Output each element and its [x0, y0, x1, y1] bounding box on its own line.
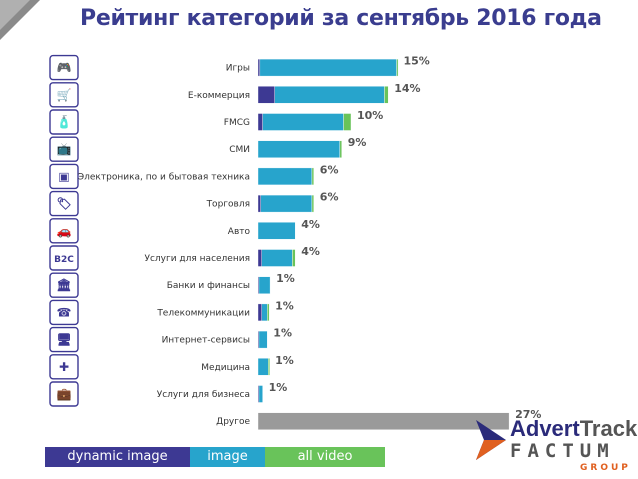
- briefcase-icon: 💼: [57, 387, 72, 401]
- bar-segment: [257, 249, 262, 267]
- category-label: Медицина: [201, 363, 250, 373]
- fmcg-products-icon-frame: [49, 109, 79, 135]
- shopping-cart-icon-frame: [49, 82, 79, 108]
- value-label: 1%: [273, 327, 292, 340]
- category-label: Банки и финансы: [167, 281, 250, 291]
- bar-segment: [396, 58, 399, 77]
- corner-decoration-inner: [0, 0, 30, 30]
- value-label: 15%: [404, 55, 430, 68]
- bar-segment: [257, 58, 261, 77]
- legend: dynamic image image all video: [45, 447, 385, 467]
- bar-segment: [258, 385, 263, 403]
- price-tag-icon: 🏷: [56, 197, 71, 211]
- logo-advert-track: AdvertTrack: [510, 416, 637, 442]
- bar-segment: [261, 249, 293, 267]
- bar-segment: [257, 113, 263, 131]
- bar-segment: [257, 167, 313, 186]
- bar-segment: [339, 140, 342, 158]
- category-label: Услуги для бизнеса: [157, 390, 250, 400]
- logo-group: GROUP: [580, 463, 631, 473]
- logo-mark-icon: [476, 420, 506, 460]
- bar-segment: [267, 303, 270, 322]
- bar-segment: [257, 412, 510, 430]
- price-tag-icon-frame: [49, 190, 79, 217]
- value-label: 14%: [394, 82, 420, 95]
- bar-segment: [257, 140, 341, 158]
- bar-segment: [257, 303, 262, 322]
- logo-track: Track: [579, 416, 638, 441]
- bar-segment: [258, 276, 271, 294]
- bar-chart: 🎮 Игры 15% 🛒 E-коммерция 14% 🧴 FMCG 10% 📺 СМИ 9% ▣ Эл…: [49, 54, 541, 430]
- gamepad-icon: 🎮: [57, 61, 72, 75]
- tv-icon: 📺: [57, 142, 72, 156]
- shopping-cart-icon: 🛒: [57, 88, 72, 102]
- logo-factum: FACTUM: [510, 440, 615, 462]
- gamepad-icon-frame: [49, 54, 79, 81]
- value-label: 10%: [357, 109, 383, 122]
- bank-icon-frame: [49, 272, 79, 298]
- fmcg-products-icon: 🧴: [57, 115, 72, 129]
- bar-segment: [311, 167, 315, 186]
- value-label: 1%: [269, 381, 288, 394]
- category-label: Игры: [226, 64, 250, 74]
- legend-dynamic-image: dynamic image: [45, 447, 190, 467]
- bar-segment: [259, 58, 397, 77]
- bar-segment: [292, 249, 296, 267]
- bar-segment: [262, 113, 344, 131]
- category-label: Услуги для населения: [144, 254, 250, 264]
- car-icon: 🚗: [57, 224, 72, 238]
- value-label: 1%: [276, 272, 295, 285]
- category-label: Другое: [216, 417, 250, 427]
- category-label: Интернет-сервисы: [162, 336, 250, 346]
- car-icon-frame: [49, 218, 79, 244]
- b2c-icon-frame: [49, 245, 79, 271]
- value-label: 4%: [301, 245, 320, 258]
- monitor-icon: 🖥: [56, 333, 71, 347]
- category-label: Торговля: [206, 200, 250, 210]
- legend-all-video: all video: [265, 447, 385, 467]
- tv-icon-frame: [49, 136, 79, 162]
- phone-icon: ☎: [57, 305, 72, 319]
- medical-icon: ✚: [59, 360, 69, 374]
- category-label: Телекоммуникации: [156, 308, 250, 318]
- bar-segment: [343, 113, 352, 131]
- briefcase-icon-frame: [49, 381, 79, 407]
- category-label: Авто: [228, 227, 251, 237]
- bar-segment: [261, 303, 268, 322]
- bar-segment: [258, 330, 268, 349]
- bar-segment: [257, 358, 269, 376]
- value-label: 9%: [348, 136, 367, 149]
- bank-icon: 🏛: [56, 278, 71, 292]
- bar-segment: [268, 358, 270, 376]
- bar-segment: [257, 222, 296, 240]
- legend-image: image: [190, 447, 265, 467]
- value-label: 4%: [301, 218, 320, 231]
- value-label: 1%: [275, 354, 294, 367]
- bar-segment: [274, 86, 385, 104]
- bar-segment: [384, 86, 389, 104]
- phone-icon-frame: [49, 299, 79, 326]
- category-label: Электроника, по и бытовая техника: [78, 172, 250, 182]
- monitor-icon-frame: [49, 326, 79, 353]
- medical-icon-frame: [49, 354, 79, 380]
- value-label: 6%: [320, 163, 339, 176]
- advert-track-factum-logo: AdvertTrack FACTUM GROUP: [470, 416, 637, 478]
- category-label: FMCG: [224, 118, 250, 128]
- category-label: E-коммерция: [188, 91, 250, 101]
- bar-segment: [260, 194, 313, 213]
- bar-segment: [311, 194, 315, 213]
- category-label: СМИ: [229, 145, 250, 155]
- value-label: 27%: [515, 408, 541, 421]
- bar-segment: [257, 86, 275, 104]
- value-label: 6%: [320, 191, 339, 204]
- chart-title: Рейтинг категорий за сентябрь 2016 года: [80, 6, 602, 31]
- bar-segment: [257, 194, 261, 213]
- washing-machine-icon: ▣: [58, 169, 69, 183]
- logo-advert: Advert: [510, 416, 580, 441]
- b2c-icon: B2C: [54, 255, 74, 265]
- value-label: 1%: [275, 299, 294, 312]
- washing-machine-icon-frame: [49, 163, 79, 190]
